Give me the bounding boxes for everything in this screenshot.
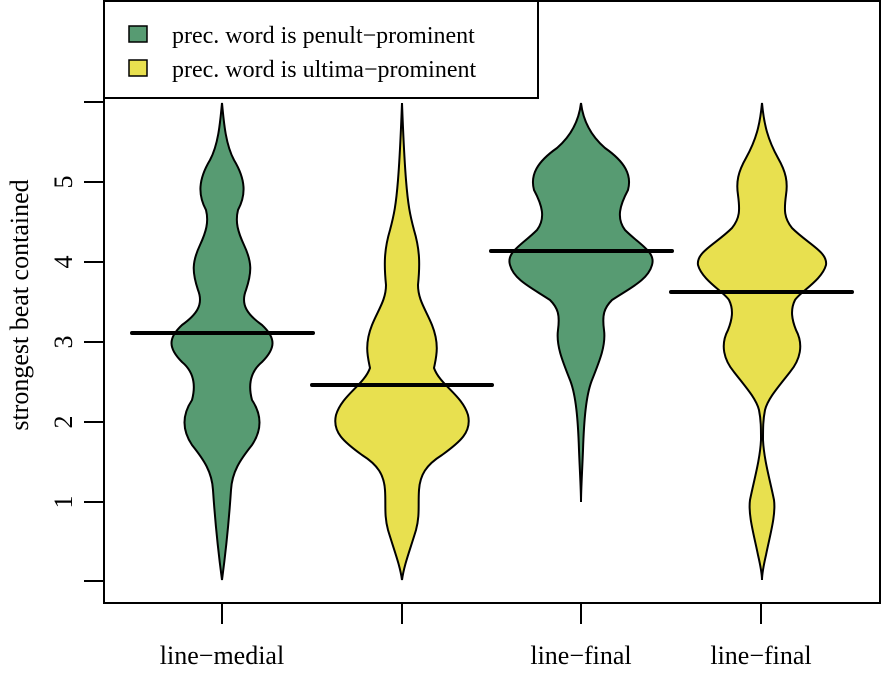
legend: prec. word is penult−prominent prec. wor… — [103, 0, 539, 99]
y-axis-title: strongest beat contained — [5, 179, 34, 430]
x-tick-label: line−medial — [160, 641, 284, 670]
x-tick-label: line−final — [710, 641, 811, 670]
legend-label-penult: prec. word is penult−prominent — [172, 23, 475, 49]
legend-box — [103, 0, 539, 99]
y-tick-labels: 5 4 3 2 1 — [49, 176, 78, 509]
x-tick-labels: line−medial line−final line−final — [160, 641, 812, 670]
y-tick-label: 5 — [49, 176, 78, 189]
mean-lines — [130, 249, 854, 387]
y-tick-label: 4 — [49, 256, 78, 269]
violin-ultima-line-final — [696, 102, 828, 581]
violin-penult-line-final — [508, 102, 654, 503]
y-tick-label: 2 — [49, 416, 78, 429]
x-tick-label: line−final — [530, 641, 631, 670]
violin-ultima-line-medial — [334, 102, 470, 581]
x-axis — [221, 603, 762, 624]
legend-swatch-ultima — [128, 59, 148, 77]
violin-penult-line-medial — [170, 102, 274, 581]
y-axis — [84, 101, 104, 582]
legend-swatch-penult — [128, 25, 148, 43]
legend-label-ultima: prec. word is ultima−prominent — [172, 57, 476, 83]
y-tick-label: 1 — [49, 496, 78, 509]
y-tick-label: 3 — [49, 336, 78, 349]
